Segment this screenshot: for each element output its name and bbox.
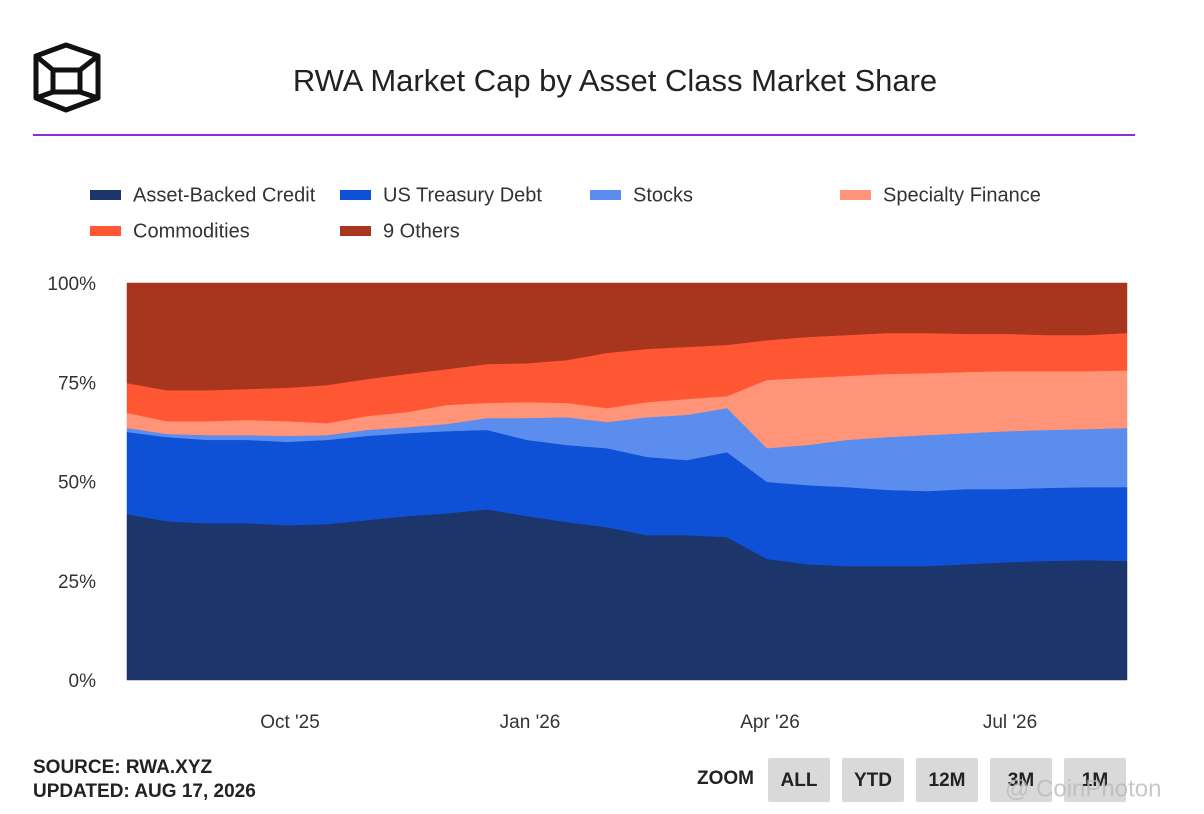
- legend-label: Specialty Finance: [883, 184, 1041, 206]
- legend-label: 9 Others: [383, 220, 460, 242]
- zoom-button[interactable]: 1M: [1064, 758, 1126, 802]
- y-tick-label: 75%: [58, 373, 96, 394]
- y-tick-label: 25%: [58, 572, 96, 593]
- zoom-button-bg[interactable]: [1064, 758, 1126, 802]
- zoom-button-bg[interactable]: [916, 758, 978, 802]
- zoom-button[interactable]: ALL: [768, 758, 830, 802]
- zoom-button-label[interactable]: 12M: [929, 770, 966, 791]
- legend-label: US Treasury Debt: [383, 184, 542, 206]
- zoom-button-bg[interactable]: [990, 758, 1052, 802]
- legend-swatch: [340, 190, 371, 200]
- legend-swatch: [340, 226, 371, 236]
- legend-label: Commodities: [133, 220, 250, 242]
- zoom-button-label[interactable]: 3M: [1008, 770, 1034, 791]
- x-tick-label: Jul '26: [983, 712, 1037, 733]
- x-tick-label: Apr '26: [740, 712, 800, 733]
- watermark: @ CoinPhoton: [1005, 775, 1161, 802]
- logo: [33, 42, 101, 113]
- zoom-button-label[interactable]: ALL: [781, 770, 818, 791]
- zoom-button[interactable]: 3M: [990, 758, 1052, 802]
- source: SOURCE: RWA.XYZ: [33, 757, 213, 778]
- zoom-button[interactable]: 12M: [916, 758, 978, 802]
- zoom-label: ZOOM: [697, 768, 754, 789]
- y-tick-label: 100%: [47, 274, 96, 295]
- y-tick-label: 0%: [69, 671, 97, 692]
- zoom-button-label[interactable]: 1M: [1082, 770, 1108, 791]
- zoom-button-label[interactable]: YTD: [854, 770, 892, 791]
- x-tick-label: Jan '26: [500, 712, 561, 733]
- legend-label: Stocks: [633, 184, 693, 206]
- legend-swatch: [590, 190, 621, 200]
- updated: UPDATED: AUG 17, 2026: [33, 781, 256, 802]
- legend-label: Asset-Backed Credit: [133, 184, 316, 206]
- legend-swatch: [90, 190, 121, 200]
- zoom-button-bg[interactable]: [768, 758, 830, 802]
- x-tick-label: Oct '25: [260, 712, 320, 733]
- area: [126, 282, 1128, 391]
- legend-swatch: [840, 190, 871, 200]
- chart-title: RWA Market Cap by Asset Class Market Sha…: [293, 63, 937, 98]
- y-tick-label: 50%: [58, 473, 96, 494]
- zoom-button-bg[interactable]: [842, 758, 904, 802]
- zoom-button[interactable]: YTD: [842, 758, 904, 802]
- legend-swatch: [90, 226, 121, 236]
